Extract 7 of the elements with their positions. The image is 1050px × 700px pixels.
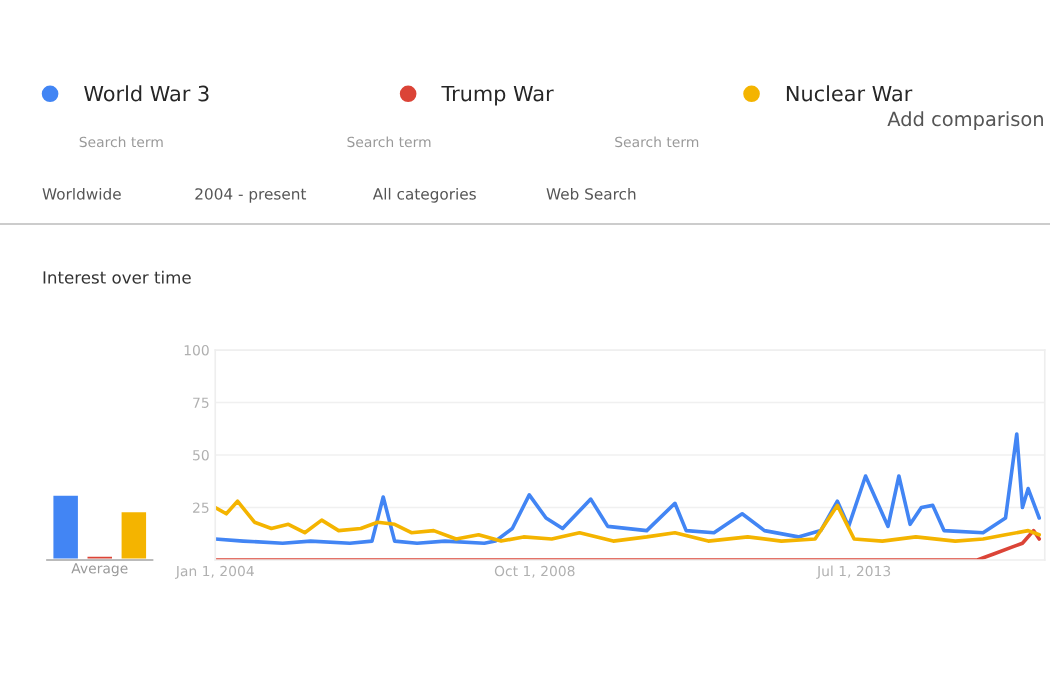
legend-label: Nuclear War xyxy=(786,85,913,102)
legend-label: Trump War xyxy=(441,85,554,106)
chart-title: Interest over time xyxy=(43,270,191,284)
line-series xyxy=(215,499,1042,543)
text: Add comparison xyxy=(887,111,1043,131)
line-series xyxy=(215,432,1042,546)
legend-label: World War 3 xyxy=(84,85,209,102)
